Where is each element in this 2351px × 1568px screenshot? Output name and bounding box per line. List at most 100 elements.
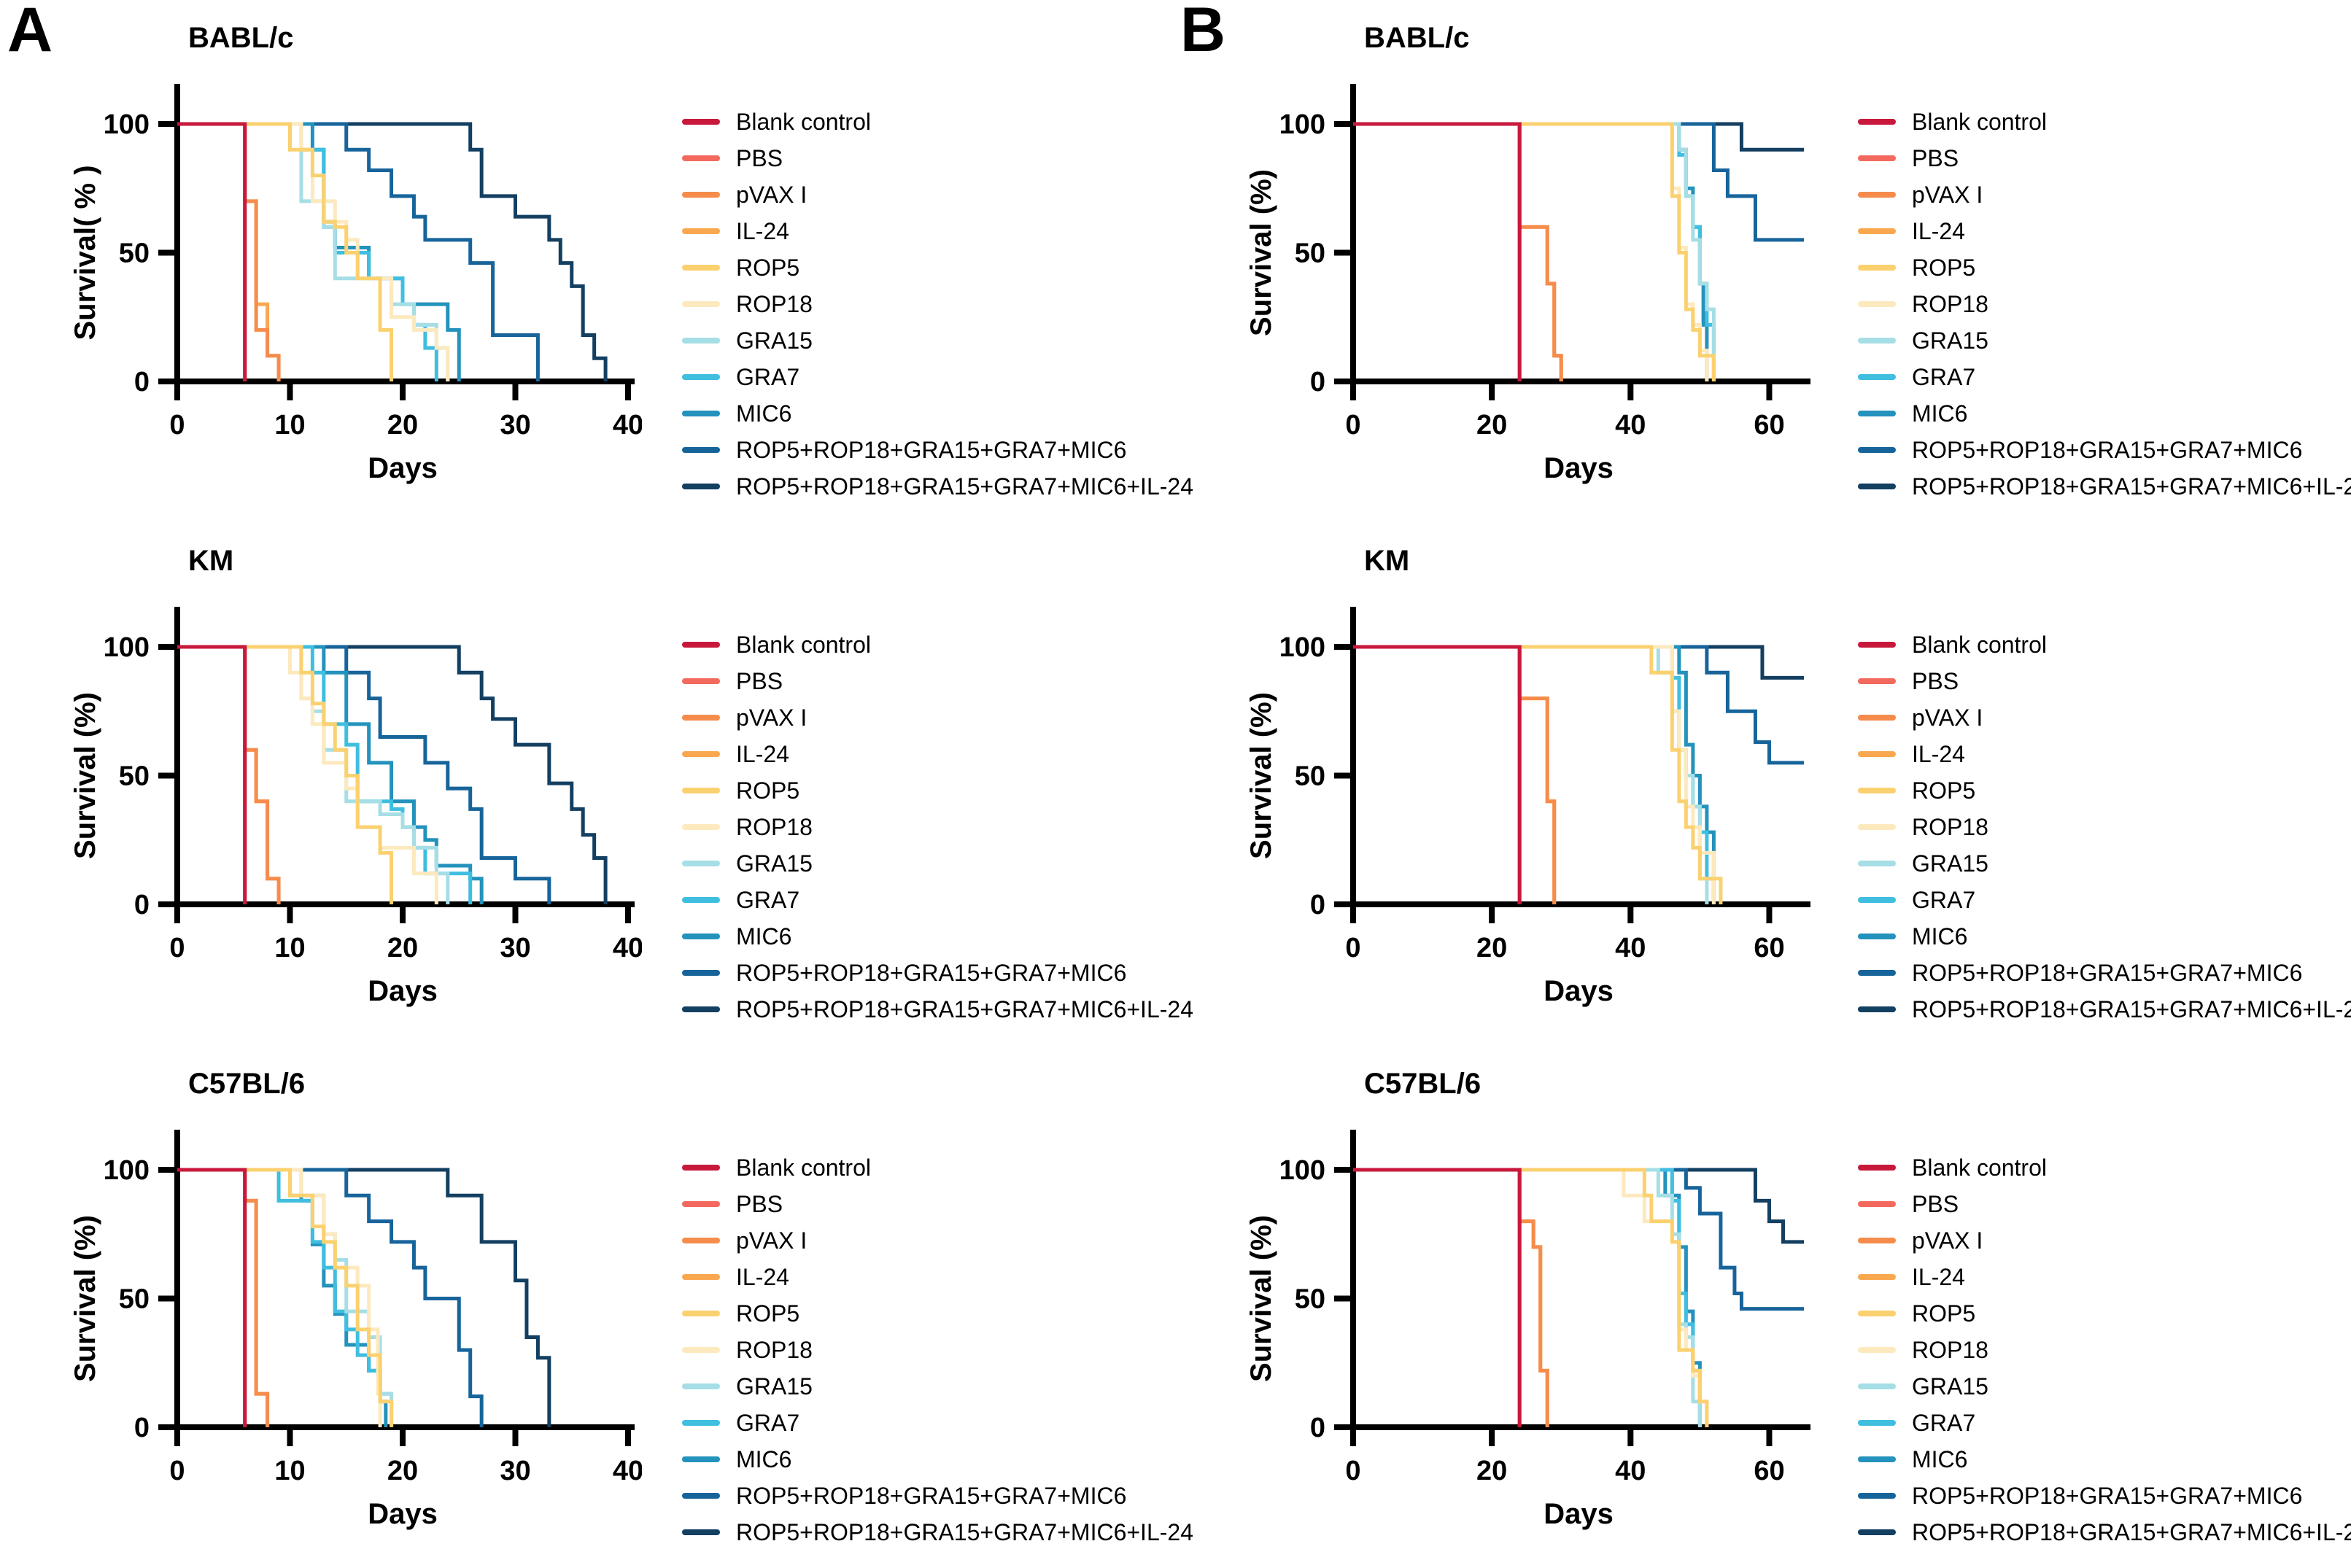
- legend-swatch-icon: [682, 119, 720, 125]
- legend-item: ROP5+ROP18+GRA15+GRA7+MIC6+IL-24: [682, 991, 1193, 1028]
- legend-item: IL-24: [682, 213, 1193, 249]
- legend-swatch-icon: [1858, 484, 1896, 489]
- survival-curve: [177, 122, 281, 381]
- legend-swatch-icon: [1858, 861, 1896, 866]
- plot-title: KM: [188, 545, 234, 577]
- legend-swatch-icon: [682, 897, 720, 903]
- survival-curve: [1353, 1168, 1702, 1427]
- legend-label: IL-24: [1912, 740, 1965, 767]
- legend-swatch-icon: [1858, 1006, 1896, 1012]
- survival-curve: [177, 645, 281, 904]
- legend-label: Blank control: [736, 631, 871, 658]
- legend-label: ROP5: [736, 254, 800, 281]
- survival-curve: [177, 645, 551, 904]
- survival-curve: [1353, 122, 1804, 152]
- legend-label: ROP5: [736, 1300, 800, 1327]
- svg-text:30: 30: [500, 1456, 530, 1486]
- legend-item: Blank control: [682, 104, 1193, 140]
- legend-swatch-icon: [682, 338, 720, 344]
- legend-swatch-icon: [1858, 411, 1896, 416]
- survival-curve: [177, 645, 473, 904]
- legend-item: ROP5+ROP18+GRA15+GRA7+MIC6+IL-24: [1858, 991, 2351, 1028]
- plot-cell-a-bablc: BABL/c 0 50 100 0 10 20 30 40 Days Survival( % ) …: [0, 0, 1193, 522]
- legend-swatch-icon: [682, 155, 720, 161]
- legend-item: PBS: [1858, 663, 2351, 699]
- legend-item: pVAX I: [682, 176, 1193, 213]
- legend-swatch-icon: [682, 1420, 720, 1426]
- survival-plot-a-c57bl6: 0 50 100 0 10 20 30 40 Days Survival (%): [69, 1130, 642, 1530]
- legend-item: Blank control: [682, 626, 1193, 663]
- legend-item: Blank control: [1858, 626, 2351, 663]
- legend-item: GRA15: [1858, 1368, 2351, 1405]
- survival-curve: [1353, 1168, 1702, 1427]
- svg-text:0: 0: [169, 1456, 185, 1486]
- survival-curve: [1353, 645, 1557, 904]
- survival-curve: [177, 122, 394, 381]
- legend-label: IL-24: [1912, 1263, 1965, 1290]
- legend-swatch-icon: [682, 1347, 720, 1353]
- svg-text:30: 30: [500, 410, 530, 440]
- plot-cell-b-km: KM 0 50 100 0 20 40 60 Days Survival (%) Blank c…: [1176, 523, 2351, 1045]
- svg-text:0: 0: [1345, 1456, 1360, 1486]
- legend-item: ROP18: [682, 286, 1193, 322]
- legend-item: ROP5: [682, 772, 1193, 809]
- legend-swatch-icon: [1858, 1493, 1896, 1499]
- legend-label: ROP18: [736, 1336, 813, 1363]
- legend-swatch-icon: [682, 1529, 720, 1535]
- survival-curve: [1353, 645, 1804, 680]
- legend-item: ROP5: [1858, 1295, 2351, 1332]
- svg-text:50: 50: [119, 238, 150, 269]
- legend-swatch-icon: [682, 447, 720, 453]
- legend-item: ROP18: [1858, 1332, 2351, 1368]
- survival-curve: [1353, 122, 1709, 381]
- survival-curve: [1353, 1168, 1522, 1427]
- legend-swatch-icon: [682, 1311, 720, 1316]
- legend-swatch-icon: [682, 751, 720, 757]
- svg-text:0: 0: [134, 1413, 150, 1443]
- legend-swatch-icon: [1858, 715, 1896, 721]
- legend-swatch-icon: [1858, 934, 1896, 939]
- legend-label: GRA15: [1912, 850, 1988, 877]
- svg-text:20: 20: [1476, 933, 1507, 963]
- legend-item: ROP5+ROP18+GRA15+GRA7+MIC6: [682, 432, 1193, 468]
- legend-label: PBS: [736, 1190, 783, 1217]
- legend-item: pVAX I: [682, 699, 1193, 736]
- legend-item: PBS: [682, 140, 1193, 176]
- legend-swatch-icon: [1858, 970, 1896, 976]
- legend-label: GRA15: [736, 1373, 813, 1400]
- legend-item: ROP5+ROP18+GRA15+GRA7+MIC6+IL-24: [682, 468, 1193, 505]
- legend-swatch-icon: [682, 1201, 720, 1207]
- plot-title: C57BL/6: [188, 1068, 306, 1100]
- survival-curve: [1353, 122, 1804, 242]
- survival-curve: [177, 1168, 551, 1427]
- survival-curve: [1353, 122, 1716, 381]
- legend-item: ROP5+ROP18+GRA15+GRA7+MIC6: [682, 955, 1193, 991]
- survival-curve: [1353, 1168, 1709, 1427]
- legend-swatch-icon: [682, 228, 720, 234]
- legend-label: GRA15: [1912, 1373, 1988, 1400]
- legend-label: ROP18: [736, 813, 813, 840]
- legend-label: ROP5+ROP18+GRA15+GRA7+MIC6: [1912, 436, 2303, 463]
- legend-swatch-icon: [682, 301, 720, 307]
- legend-swatch-icon: [1858, 265, 1896, 271]
- survival-curve: [1353, 645, 1522, 904]
- legend: Blank control PBS pVAX I IL-24 ROP5 ROP18 GRA1…: [682, 104, 1193, 505]
- legend-item: ROP5: [682, 1295, 1193, 1332]
- legend-item: pVAX I: [682, 1222, 1193, 1259]
- legend-label: pVAX I: [736, 181, 807, 208]
- legend-item: IL-24: [682, 736, 1193, 772]
- legend-item: MIC6: [1858, 1441, 2351, 1478]
- legend-label: Blank control: [1912, 108, 2047, 135]
- survival-curve: [177, 645, 247, 904]
- legend-swatch-icon: [1858, 1201, 1896, 1207]
- legend-item: ROP5: [1858, 249, 2351, 286]
- svg-text:100: 100: [104, 109, 150, 140]
- survival-curve: [1353, 645, 1716, 904]
- legend-item: IL-24: [1858, 1259, 2351, 1295]
- legend: Blank control PBS pVAX I IL-24 ROP5 ROP18 GRA1…: [1858, 104, 2351, 505]
- legend-swatch-icon: [1858, 1311, 1896, 1316]
- legend-swatch-icon: [682, 824, 720, 830]
- svg-text:0: 0: [1310, 890, 1325, 920]
- legend-item: GRA15: [682, 1368, 1193, 1405]
- survival-curve: [177, 1168, 270, 1427]
